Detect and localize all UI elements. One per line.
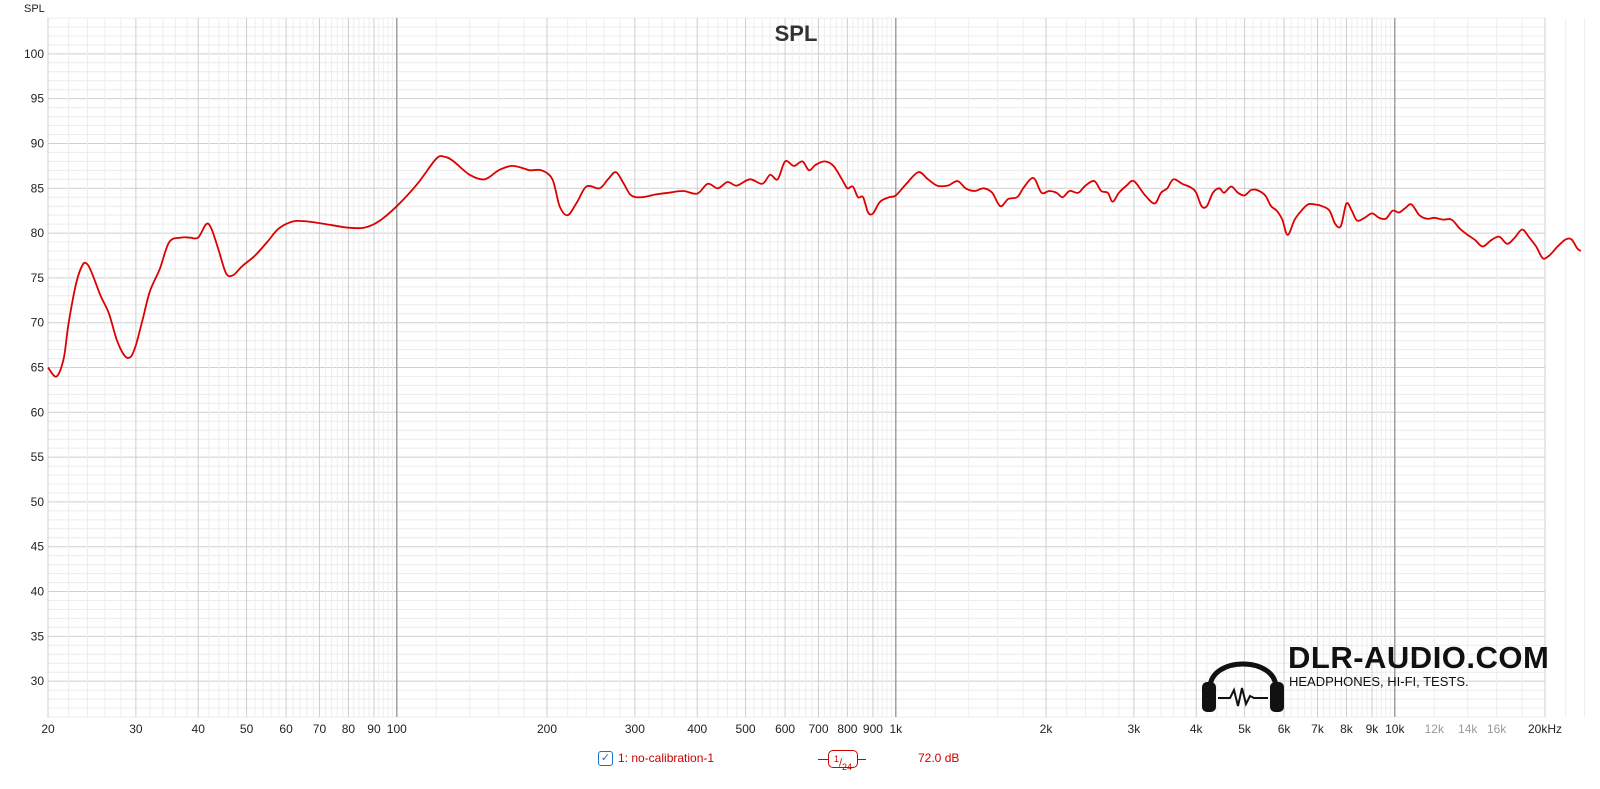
x-tick-label: 800 xyxy=(837,722,857,736)
x-tick-label: 50 xyxy=(240,722,254,736)
x-tick-label: 100 xyxy=(387,722,407,736)
x-tick-label: 16k xyxy=(1487,722,1507,736)
smoothing-numerator: 1 xyxy=(833,754,839,764)
series-group xyxy=(47,155,1582,378)
x-tick-label: 400 xyxy=(687,722,707,736)
x-tick-label: 90 xyxy=(367,722,381,736)
x-tick-label: 500 xyxy=(736,722,756,736)
x-tick-label: 3k xyxy=(1128,722,1142,736)
y-tick-label: 65 xyxy=(31,361,45,375)
x-tick-label: 900 xyxy=(863,722,883,736)
y-tick-label: 75 xyxy=(31,271,45,285)
x-tick-label: 30 xyxy=(129,722,143,736)
x-tick-label: 5k xyxy=(1238,722,1252,736)
x-tick-label: 40 xyxy=(192,722,206,736)
x-tick-label: 9k xyxy=(1366,722,1380,736)
chart-legend: ✓ 1: no-calibration-1 1/24 72.0 dB xyxy=(0,750,1600,772)
y-tick-label: 60 xyxy=(31,405,45,419)
smoothing-indicator[interactable]: 1/24 xyxy=(818,750,866,772)
x-tick-label: 70 xyxy=(313,722,327,736)
x-axis-ticks: 20 30 40 50 60 70 80 90 100 200 300 400 500 600 700 800… xyxy=(41,722,1562,736)
x-tick-label: 700 xyxy=(808,722,828,736)
legend-level[interactable]: 72.0 dB xyxy=(918,751,960,765)
y-axis-unit-label: SPL xyxy=(24,3,45,15)
x-tick-label: 1k xyxy=(889,722,903,736)
y-tick-label: 90 xyxy=(31,136,45,150)
x-tick-label: 8k xyxy=(1340,722,1354,736)
x-tick-label: 6k xyxy=(1278,722,1292,736)
x-tick-label: 12k xyxy=(1425,722,1445,736)
smoothing-denominator: 24 xyxy=(842,761,853,772)
y-axis-ticks: 30 35 40 45 50 55 60 65 70 75 80 85 90 95 100 xyxy=(24,47,44,688)
x-tick-label: 20kHz xyxy=(1528,722,1562,736)
x-tick-label: 4k xyxy=(1190,722,1204,736)
y-tick-label: 30 xyxy=(31,674,45,688)
smoothing-box: 1/24 xyxy=(828,750,858,772)
x-tick-label: 7k xyxy=(1311,722,1325,736)
logo-brand-text: DLR-AUDIO.COM xyxy=(1288,640,1550,675)
x-tick-label: 10k xyxy=(1385,722,1405,736)
x-tick-label: 300 xyxy=(625,722,645,736)
x-tick-label: 200 xyxy=(537,722,557,736)
dlr-audio-logo: DLR-AUDIO.COM HEADPHONES, HI-FI, TESTS. xyxy=(1200,640,1590,720)
y-tick-label: 40 xyxy=(31,585,45,599)
y-tick-label: 45 xyxy=(31,540,45,554)
headphones-icon xyxy=(1202,661,1284,712)
legend-series-name[interactable]: 1: no-calibration-1 xyxy=(618,751,715,765)
x-tick-label: 80 xyxy=(342,722,356,736)
logo-tagline: HEADPHONES, HI-FI, TESTS. xyxy=(1289,674,1469,689)
y-tick-label: 80 xyxy=(31,226,45,240)
chart-grid xyxy=(47,17,1586,718)
series-line xyxy=(47,155,1582,378)
y-tick-label: 95 xyxy=(31,92,45,106)
x-tick-label: 20 xyxy=(41,722,55,736)
y-tick-label: 55 xyxy=(31,450,45,464)
x-tick-label: 14k xyxy=(1458,722,1478,736)
x-tick-label: 600 xyxy=(775,722,795,736)
y-tick-label: 50 xyxy=(31,495,45,509)
x-tick-label: 2k xyxy=(1040,722,1054,736)
y-tick-label: 100 xyxy=(24,47,44,61)
y-tick-label: 70 xyxy=(31,316,45,330)
x-tick-label: 60 xyxy=(279,722,293,736)
chart-title: SPL xyxy=(775,21,818,46)
y-tick-label: 35 xyxy=(31,629,45,643)
checkbox-checked-icon[interactable]: ✓ xyxy=(598,751,613,766)
y-tick-label: 85 xyxy=(31,181,45,195)
